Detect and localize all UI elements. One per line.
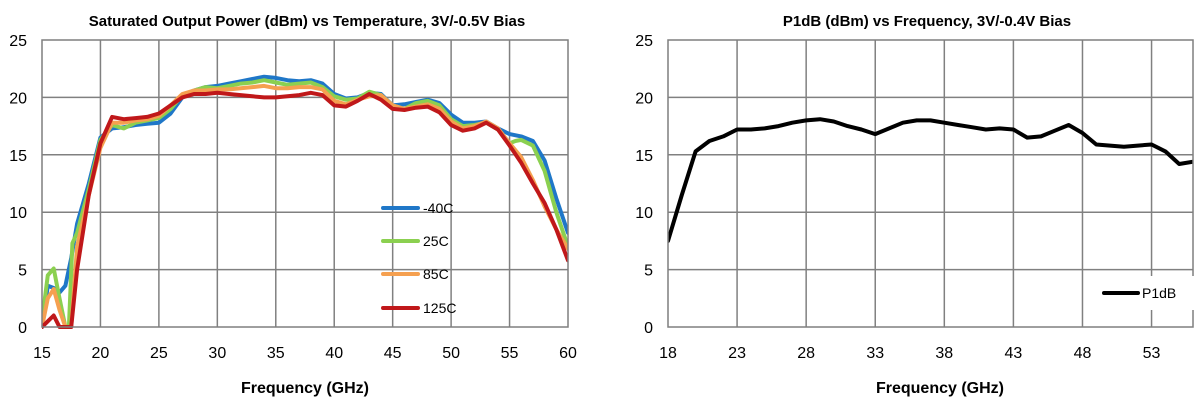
plot-frame	[41, 39, 569, 328]
x-tick-label: 45	[384, 345, 402, 362]
x-tick-label: 55	[501, 345, 519, 362]
y-tick-label: 15	[635, 148, 653, 165]
y-tick-label: 5	[18, 263, 27, 280]
legend-label: -40C	[423, 200, 453, 216]
x-tick-label: 33	[866, 345, 884, 362]
x-tick-label: 48	[1074, 345, 1092, 362]
chart-title: P1dB (dBm) vs Frequency, 3V/-0.4V Bias	[783, 13, 1071, 30]
x-tick-label: 60	[559, 345, 577, 362]
axes: 18 23 28 33 38 43 48 53 0 5 10 15 20 25	[635, 33, 1194, 362]
legend: P1dB	[1098, 276, 1194, 310]
axes: 15 20 25 30 35 40 45 50 55 60 0 5 10 15 20 25	[9, 33, 577, 362]
series-group	[42, 74, 568, 329]
legend-label: P1dB	[1142, 285, 1176, 301]
y-tick-label: 0	[644, 320, 653, 337]
x-tick-label: 30	[208, 345, 226, 362]
plot-frame	[667, 39, 1194, 328]
x-tick-label: 35	[267, 345, 285, 362]
legend: -40C 25C 85C 125C	[381, 200, 456, 316]
legend-label: 25C	[423, 233, 449, 249]
x-tick-label: 50	[442, 345, 460, 362]
x-tick-label: 53	[1143, 345, 1161, 362]
x-axis-label: Frequency (GHz)	[241, 380, 369, 397]
x-tick-label: 43	[1004, 345, 1022, 362]
y-tick-label: 25	[635, 33, 653, 50]
y-tick-label: 10	[9, 205, 27, 222]
legend-label: 125C	[423, 300, 456, 316]
grid	[668, 40, 1193, 327]
y-tick-label: 20	[9, 90, 27, 107]
y-tick-label: 25	[9, 33, 27, 50]
series-group	[668, 117, 1193, 243]
y-tick-label: 0	[18, 320, 27, 337]
chart-title: Saturated Output Power (dBm) vs Temperat…	[89, 13, 526, 30]
x-tick-label: 15	[33, 345, 51, 362]
x-tick-label: 38	[935, 345, 953, 362]
series-line-p1db	[668, 117, 1193, 243]
series-line-85c	[42, 83, 568, 329]
x-tick-label: 40	[325, 345, 343, 362]
x-tick-label: 18	[659, 345, 677, 362]
legend-label: 85C	[423, 266, 449, 282]
x-tick-label: 25	[150, 345, 168, 362]
x-tick-label: 20	[92, 345, 110, 362]
y-tick-label: 20	[635, 90, 653, 107]
chart-p1db: P1dB (dBm) vs Frequency, 3V/-0.4V Bias 1…	[635, 13, 1194, 397]
y-tick-label: 10	[635, 205, 653, 222]
y-tick-label: 5	[644, 263, 653, 280]
series-line-125c	[42, 90, 568, 329]
y-tick-label: 15	[9, 148, 27, 165]
x-axis-label: Frequency (GHz)	[876, 380, 1004, 397]
chart-saturated-output-power: Saturated Output Power (dBm) vs Temperat…	[9, 13, 577, 397]
series-line--40c	[42, 74, 568, 329]
x-tick-label: 23	[728, 345, 746, 362]
x-tick-label: 28	[797, 345, 815, 362]
